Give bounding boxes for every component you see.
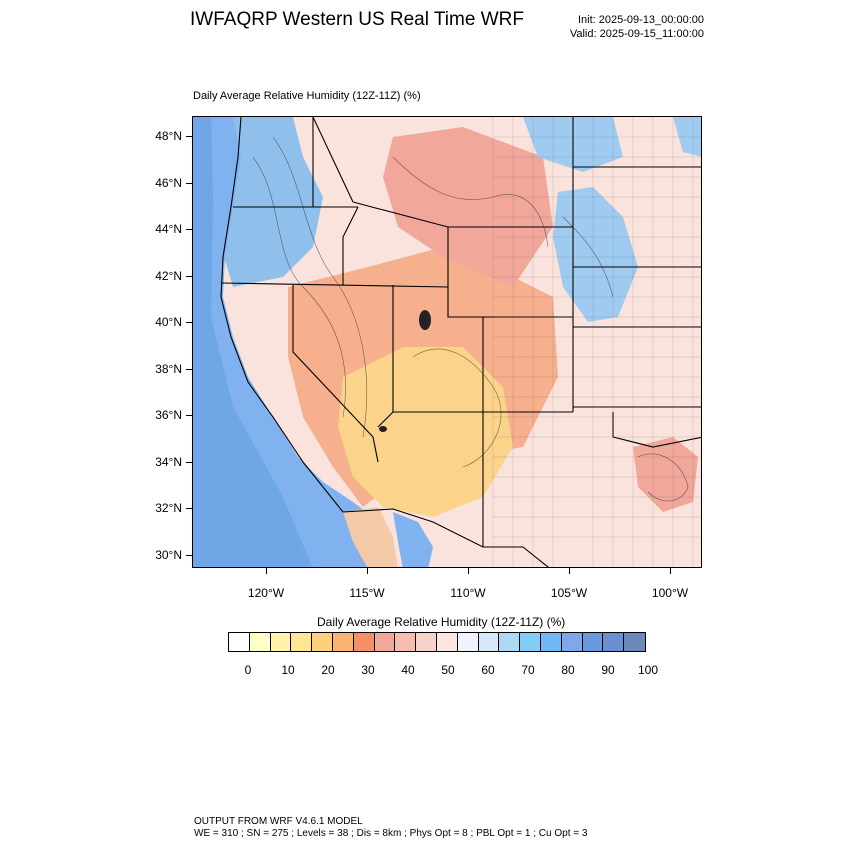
lat-tick: [186, 508, 192, 509]
colorbar-label: 50: [441, 663, 455, 677]
lon-tick: [569, 568, 570, 574]
colorbar-swatch: [312, 633, 333, 651]
init-time: Init: 2025-09-13_00:00:00: [578, 14, 704, 26]
lon-label: 120°W: [247, 586, 285, 600]
lat-label: 34°N: [155, 454, 182, 469]
lat-tick: [186, 461, 192, 463]
border-mt-north: [312, 117, 354, 203]
lat-label: 42°N: [155, 268, 182, 283]
model-config-line: WE = 310 ; SN = 275 ; Levels = 38 ; Dis …: [194, 828, 588, 839]
lon-label: 105°W: [550, 586, 588, 600]
border-mt-wy: [352, 201, 573, 228]
contour-1: [252, 156, 346, 418]
lon-tick: [266, 568, 267, 574]
colorbar-swatch: [353, 633, 375, 651]
lon-tick: [670, 568, 671, 574]
lon-tick: [367, 568, 368, 574]
border-or-ca-nv-id: [220, 282, 449, 288]
colorbar-swatch: [436, 633, 458, 651]
northern-plains-moist: [553, 187, 638, 322]
colorbar-title: Daily Average Relative Humidity (12Z-11Z…: [317, 615, 566, 629]
colorbar-swatch: [478, 633, 500, 651]
contour-5: [562, 216, 614, 298]
border-id-or: [342, 206, 359, 285]
great-salt-lake: [419, 310, 431, 330]
lat-tick: [186, 182, 192, 184]
pacific-ocean-deep: [193, 117, 313, 567]
lake-mead: [379, 426, 387, 432]
lat-tick: [186, 229, 192, 230]
map-canvas: [193, 117, 701, 567]
colorbar-swatch: [332, 633, 354, 651]
colorbar-swatch: [603, 633, 625, 651]
colorbar-swatch: [499, 633, 521, 651]
contour-2: [272, 136, 367, 438]
colorbar-label: 80: [561, 663, 575, 677]
colorbar-swatch: [270, 633, 292, 651]
colorbar-label: 90: [601, 663, 615, 677]
colorbar-swatch: [540, 633, 562, 651]
colorbar-label: 0: [244, 663, 252, 677]
colorbar-label: 30: [361, 663, 375, 677]
page-title: IWFAQRP Western US Real Time WRF: [190, 9, 524, 30]
colorbar-swatch: [457, 633, 479, 651]
county-grid: [492, 117, 701, 567]
lon-label: 100°W: [651, 586, 689, 600]
map-title: Daily Average Relative Humidity (12Z-11Z…: [193, 90, 421, 102]
grid-lines: [492, 117, 701, 567]
montana-north-moist: [673, 117, 701, 157]
lat-tick: [186, 275, 192, 277]
southwest-dry-region: [338, 347, 513, 517]
lat-tick: [186, 368, 192, 370]
colorbar-label: 10: [281, 663, 295, 677]
lat-tick: [186, 322, 192, 323]
colorbar-swatch: [395, 633, 417, 651]
contour-4: [412, 348, 502, 468]
humidity-contours: [252, 136, 689, 502]
colorbar-swatch: [416, 633, 437, 651]
border-ca-nv: [292, 285, 379, 463]
valid-time: Valid: 2025-09-15_11:00:00: [569, 28, 704, 40]
lat-tick: [186, 415, 192, 416]
border-us-mexico: [342, 508, 549, 567]
colorbar-label: 60: [481, 663, 495, 677]
contour-3: [392, 156, 549, 248]
border-west-coast: [220, 117, 344, 513]
gulf-of-california: [393, 512, 433, 567]
lat-label: 36°N: [155, 408, 182, 422]
lat-tick: [186, 554, 192, 556]
colorbar-label: 40: [401, 663, 415, 677]
state-borders: [220, 117, 701, 567]
lat-tick: [186, 136, 192, 137]
colorbar-swatch: [229, 633, 250, 651]
lat-label: 30°N: [155, 547, 182, 562]
lat-label: 44°N: [155, 222, 182, 236]
lon-label: 110°W: [450, 586, 486, 600]
colorbar-label: 100: [637, 663, 659, 677]
colorbar-label: 70: [521, 663, 535, 677]
lat-label: 38°N: [155, 361, 182, 376]
humidity-map: [192, 116, 702, 568]
colorbar-swatch: [624, 633, 645, 651]
lat-label: 32°N: [155, 501, 182, 515]
lat-label: 46°N: [155, 175, 182, 190]
colorbar-swatch: [582, 633, 604, 651]
colorbar-label: 20: [321, 663, 335, 677]
lon-tick: [468, 568, 469, 574]
model-output-line: OUTPUT FROM WRF V4.6.1 MODEL: [194, 816, 363, 827]
lon-label: 115°W: [349, 586, 385, 600]
colorbar-swatch: [520, 633, 541, 651]
colorbar-swatch: [291, 633, 313, 651]
lat-label: 48°N: [155, 129, 182, 143]
colorbar-swatch: [561, 633, 583, 651]
colorbar-swatch: [374, 633, 396, 651]
rockies-region: [383, 127, 553, 287]
colorbar: [228, 632, 646, 652]
colorbar-swatch: [249, 633, 271, 651]
baja-peninsula: [343, 507, 398, 567]
lat-label: 40°N: [155, 315, 182, 329]
